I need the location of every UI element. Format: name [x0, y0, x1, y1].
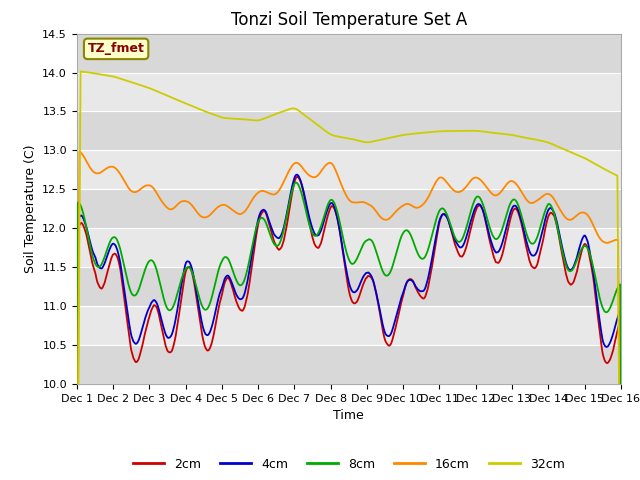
Bar [77, 267, 621, 306]
Bar [77, 0, 621, 34]
Text: TZ_fmet: TZ_fmet [88, 42, 145, 55]
Title: Tonzi Soil Temperature Set A: Tonzi Soil Temperature Set A [230, 11, 467, 29]
Bar [77, 111, 621, 150]
Bar [77, 150, 621, 189]
Y-axis label: Soil Temperature (C): Soil Temperature (C) [24, 144, 36, 273]
Legend: 2cm, 4cm, 8cm, 16cm, 32cm: 2cm, 4cm, 8cm, 16cm, 32cm [128, 453, 570, 476]
Bar [77, 189, 621, 228]
Bar [77, 345, 621, 384]
Bar [77, 228, 621, 267]
Bar [77, 306, 621, 345]
Bar [77, 72, 621, 111]
Bar [77, 34, 621, 72]
X-axis label: Time: Time [333, 409, 364, 422]
